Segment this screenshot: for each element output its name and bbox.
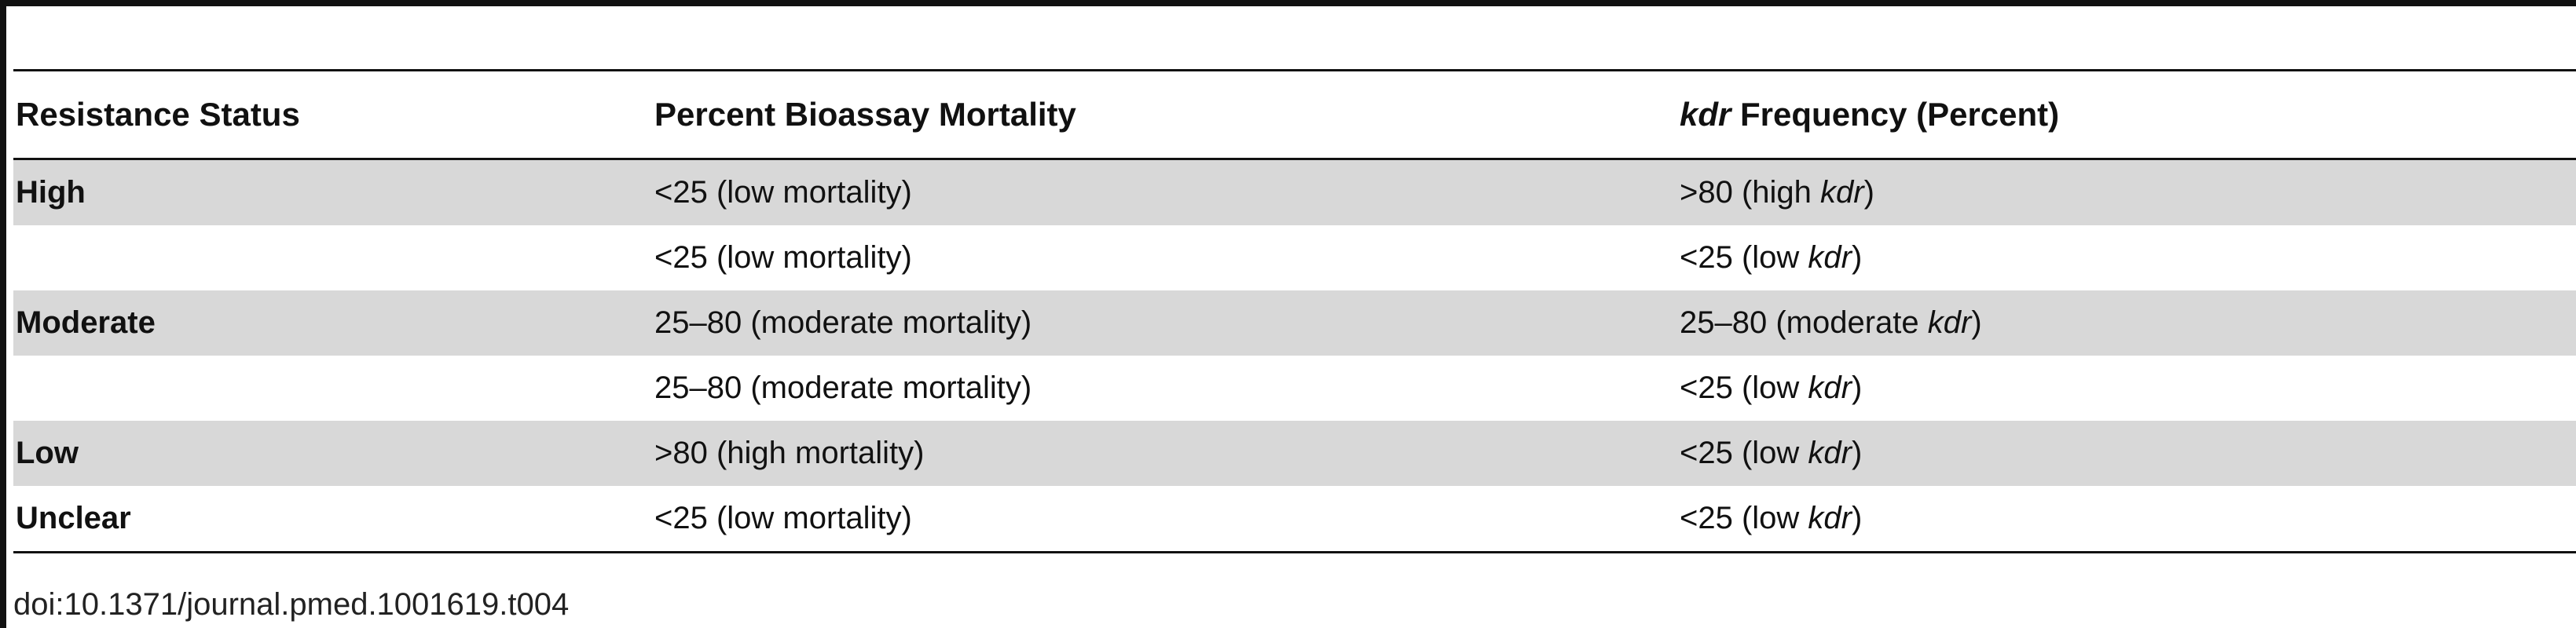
top-border <box>0 0 2576 6</box>
row-status: Unclear <box>16 501 131 535</box>
row-kdr-pre: <25 (low <box>1680 240 1808 275</box>
table-header-row: Resistance Status Percent Bioassay Morta… <box>13 71 2576 158</box>
header-bioassay-mortality: Percent Bioassay Mortality <box>654 96 1076 133</box>
header-resistance-status: Resistance Status <box>16 96 300 133</box>
row-kdr-post: ) <box>1863 175 1874 210</box>
row-kdr: >80 (high kdr) <box>1680 160 1874 225</box>
row-kdr-post: ) <box>1852 371 1863 405</box>
row-kdr-italic: kdr <box>1808 240 1852 275</box>
row-kdr-pre: <25 (low <box>1680 371 1808 405</box>
table-row: Unclear <25 (low mortality) <25 (low kdr… <box>13 486 2576 551</box>
header-kdr-italic: kdr <box>1680 96 1731 133</box>
row-kdr-pre: <25 (low <box>1680 436 1808 470</box>
table-row: High <25 (low mortality) >80 (high kdr) <box>13 160 2576 225</box>
row-kdr-italic: kdr <box>1808 371 1852 405</box>
row-kdr-post: ) <box>1971 305 1982 340</box>
doi-caption: doi:10.1371/journal.pmed.1001619.t004 <box>13 587 570 622</box>
row-kdr-pre: 25–80 (moderate <box>1680 305 1928 340</box>
row-kdr-pre: >80 (high <box>1680 175 1821 210</box>
row-kdr-italic: kdr <box>1808 501 1852 535</box>
left-border <box>0 0 6 628</box>
row-mortality: 25–80 (moderate mortality) <box>654 371 1032 405</box>
header-divider-rule <box>13 158 2576 160</box>
row-kdr: <25 (low kdr) <box>1680 356 1862 421</box>
header-kdr-frequency: kdr Frequency (Percent) <box>1680 71 2059 158</box>
row-kdr: <25 (low kdr) <box>1680 486 1862 551</box>
table-bottom-rule <box>13 551 2576 553</box>
row-status: Moderate <box>16 305 156 340</box>
row-kdr-post: ) <box>1852 240 1863 275</box>
row-mortality: 25–80 (moderate mortality) <box>654 305 1032 340</box>
row-kdr-pre: <25 (low <box>1680 501 1808 535</box>
row-kdr: <25 (low kdr) <box>1680 421 1862 486</box>
row-mortality: <25 (low mortality) <box>654 175 912 210</box>
row-kdr-italic: kdr <box>1808 436 1852 470</box>
table-row: Moderate 25–80 (moderate mortality) 25–8… <box>13 290 2576 356</box>
table-row: Low >80 (high mortality) <25 (low kdr) <box>13 421 2576 486</box>
row-mortality: <25 (low mortality) <box>654 501 912 535</box>
row-kdr-post: ) <box>1852 501 1863 535</box>
table-top-rule <box>13 69 2576 71</box>
row-kdr-italic: kdr <box>1820 175 1864 210</box>
row-status: Low <box>16 436 79 470</box>
row-kdr: <25 (low kdr) <box>1680 225 1862 290</box>
table-row: <25 (low mortality) <25 (low kdr) <box>13 225 2576 290</box>
row-mortality: >80 (high mortality) <box>654 436 925 470</box>
row-kdr: 25–80 (moderate kdr) <box>1680 290 1982 356</box>
row-kdr-post: ) <box>1852 436 1863 470</box>
resistance-table: Resistance Status Percent Bioassay Morta… <box>13 69 2576 553</box>
row-status: High <box>16 175 86 210</box>
row-kdr-italic: kdr <box>1927 305 1972 340</box>
row-mortality: <25 (low mortality) <box>654 240 912 275</box>
table-row: 25–80 (moderate mortality) <25 (low kdr) <box>13 356 2576 421</box>
header-kdr-rest: Frequency (Percent) <box>1731 96 2060 133</box>
